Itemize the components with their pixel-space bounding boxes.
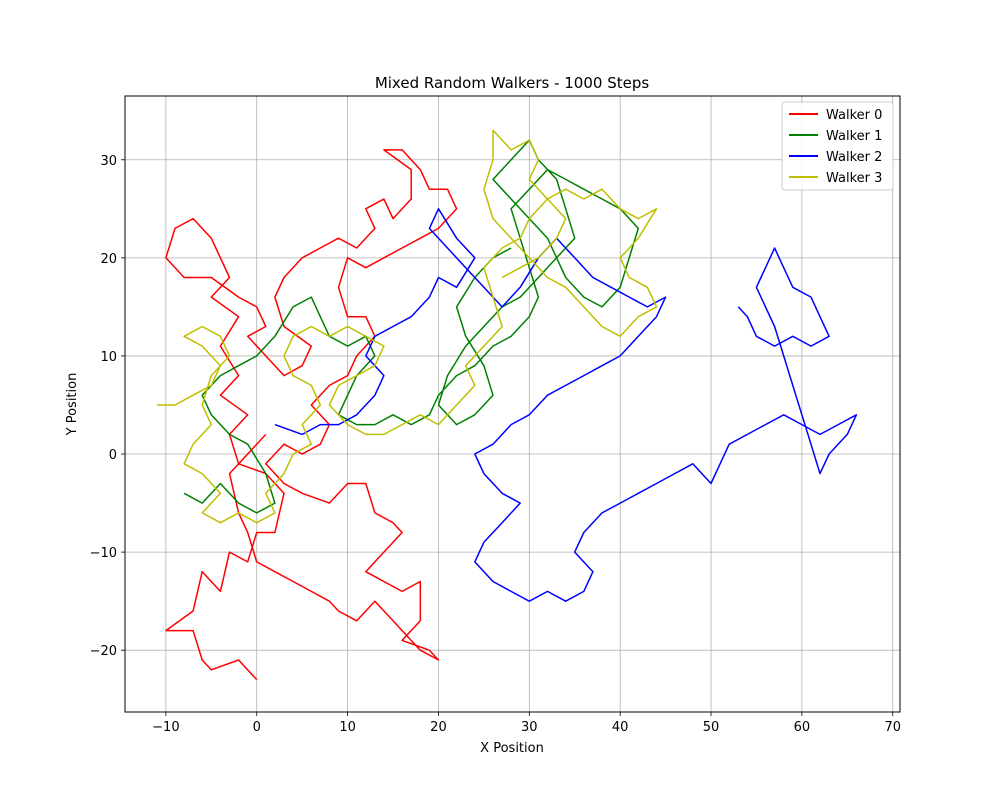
- y-tick-label: 0: [109, 448, 117, 463]
- x-tick-label: 20: [430, 720, 447, 735]
- series-line-walker-0: [165, 149, 458, 681]
- x-tick-label: 40: [612, 720, 629, 735]
- legend-box: [781, 101, 894, 191]
- x-tick-label: 70: [884, 720, 901, 735]
- legend-label-walker-2: Walker 2: [826, 150, 882, 165]
- legend: Walker 0 Walker 1 Walker 2 Walker 3: [781, 101, 894, 191]
- chart-title: Mixed Random Walkers - 1000 Steps: [375, 74, 650, 92]
- series-line-walker-3: [156, 129, 658, 524]
- series-line-walker-2: [274, 208, 858, 602]
- x-tick-label: 30: [521, 720, 538, 735]
- x-tick-label: 0: [253, 720, 261, 735]
- plot-area-frame: [124, 95, 901, 713]
- x-tick-label: 50: [703, 720, 720, 735]
- legend-label-walker-0: Walker 0: [826, 108, 882, 123]
- x-tick-label: −10: [152, 720, 179, 735]
- y-tick-label: −20: [90, 644, 117, 659]
- y-axis-label: Y Position: [65, 373, 80, 437]
- x-tick-label: 60: [794, 720, 811, 735]
- series-lines: [156, 129, 858, 681]
- legend-label-walker-3: Walker 3: [826, 171, 882, 186]
- legend-items: Walker 0 Walker 1 Walker 2 Walker 3: [789, 108, 882, 186]
- series-line-walker-1: [183, 139, 640, 514]
- x-axis-label: X Position: [480, 741, 544, 756]
- y-tick-label: 30: [100, 154, 117, 169]
- y-tick-label: 20: [100, 252, 117, 267]
- legend-label-walker-1: Walker 1: [826, 129, 882, 144]
- y-tick-label: 10: [100, 350, 117, 365]
- axis-ticks: −10 0 10 20 30 40 50 60 70 −20 −10 0 10 20 30: [90, 154, 901, 735]
- x-tick-label: 10: [339, 720, 356, 735]
- grid: [125, 96, 900, 712]
- y-tick-label: −10: [90, 546, 117, 561]
